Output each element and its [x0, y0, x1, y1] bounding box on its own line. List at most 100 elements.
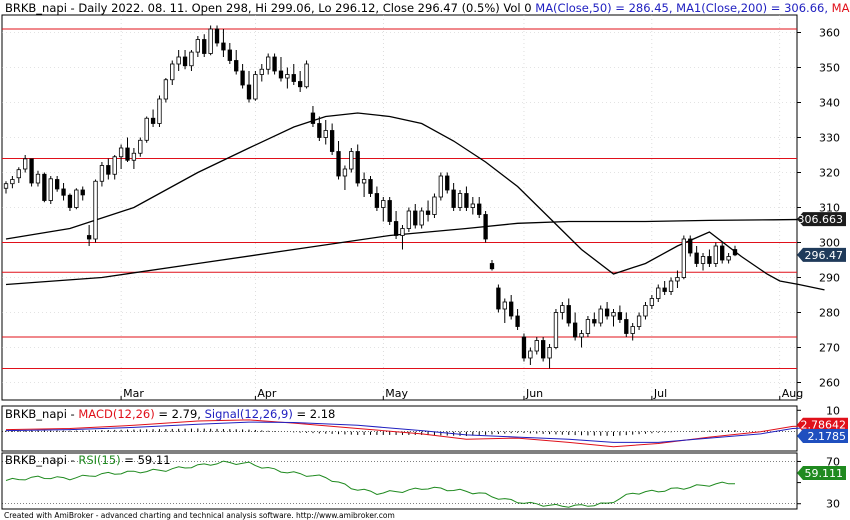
rsi-y-tick-label: 30 [826, 498, 840, 511]
candle-body [553, 312, 559, 348]
header-ma50: MA(Close,50) = 286.45, [535, 1, 676, 15]
candle-body [560, 305, 565, 313]
y-tick-label: 310 [819, 202, 840, 215]
y-tick-label: 290 [819, 272, 840, 285]
candle-body [234, 60, 239, 72]
price-header: BRKB_napi - Daily 2022. 08. 11. Open 298… [5, 1, 850, 15]
month-axis: Mar Apr May Jun Jul Aug [120, 387, 803, 400]
candle-body [656, 287, 661, 299]
macd-badge [797, 429, 848, 444]
candle-body [323, 130, 328, 138]
candle-body [688, 238, 693, 254]
candle-body [585, 319, 591, 334]
month-label: Apr [257, 387, 277, 400]
signal-header-label: Signal(12,26,9) [205, 407, 293, 421]
candle-body [61, 188, 66, 196]
candle-body [624, 319, 629, 334]
candle-body [157, 98, 162, 124]
candle-body [630, 326, 635, 334]
candle-body [726, 256, 731, 261]
candle-body [694, 252, 699, 264]
rsi-header: BRKB_napi - RSI(15) = 59.11 [5, 453, 171, 467]
candle-body [253, 74, 258, 100]
candle-body [617, 312, 623, 320]
candle-body [700, 256, 706, 264]
candle-body [297, 81, 303, 88]
candle-body [464, 193, 469, 208]
candle-body [3, 183, 9, 189]
candle-body [515, 315, 520, 327]
candle-body [74, 189, 79, 208]
candle-body [534, 340, 539, 352]
candle-body [592, 319, 597, 324]
rsi-header-prefix: BRKB_napi - [5, 453, 78, 467]
candle-body [291, 74, 296, 82]
candle-body [285, 74, 290, 79]
candle-body [393, 221, 399, 236]
moving-average-line [5, 112, 825, 291]
candles [3, 25, 738, 369]
candle-body [707, 256, 712, 264]
month-label: Mar [123, 387, 144, 400]
macd-header-value: = 2.79, [155, 407, 205, 421]
y-tick-label: 340 [819, 97, 840, 110]
candle-body [329, 130, 335, 152]
candle-body [118, 147, 124, 158]
candle-body [502, 301, 507, 310]
header-prefix: BRKB_napi - Daily 2022. 08. 11. Open 298… [5, 1, 535, 15]
candle-body [361, 179, 367, 184]
macd-badge-label: 2.1785 [808, 430, 847, 443]
candle-body [10, 179, 15, 185]
candle-body [29, 158, 34, 184]
price-y-axis: 260 270 280 290 300 310 320 330 340 350 360 [797, 27, 840, 390]
candle-body [611, 312, 616, 317]
moving-averages [5, 112, 825, 291]
candle-body [547, 347, 552, 359]
month-label: Jul [653, 387, 667, 400]
candle-body [86, 235, 92, 240]
macd-badge [797, 417, 848, 432]
candle-body [509, 301, 514, 317]
candle-body [317, 123, 322, 138]
candle-body [528, 350, 533, 359]
rsi-badge [797, 465, 846, 480]
candle-body [138, 139, 143, 154]
signal-line [5, 421, 825, 443]
rsi-line [2, 460, 797, 508]
candle-body [387, 200, 392, 222]
candle-body [355, 151, 360, 184]
price-badges: 306.663 296.47 [797, 212, 846, 262]
candle-body [662, 287, 667, 292]
price-badge [797, 212, 846, 227]
candle-body [496, 287, 501, 310]
candle-body [732, 249, 738, 256]
candle-body [240, 70, 245, 86]
header-ma200: MA1(Close,200) = 306.66, [676, 1, 832, 15]
y-tick-label: 270 [819, 342, 840, 355]
y-tick-label: 280 [819, 307, 840, 320]
candle-body [477, 203, 482, 215]
candle-body [48, 178, 53, 201]
candle-body [681, 238, 687, 278]
macd-header-label: MACD(12,26) [78, 407, 154, 421]
candle-body [598, 308, 603, 324]
rsi-y-axis: 30 70 [797, 455, 840, 511]
candle-body [195, 39, 201, 53]
footer-credit: Created with AmiBroker - advanced charti… [4, 511, 395, 520]
price-badge-label: 296.47 [805, 249, 844, 262]
y-tick-label: 300 [819, 237, 840, 250]
header-macd: MACD(12,26) [832, 1, 850, 15]
candle-body [93, 180, 98, 240]
candle-body [182, 56, 188, 67]
macd-y-tick-label: 10 [826, 404, 840, 417]
candle-body [675, 277, 680, 282]
candle-body [208, 28, 213, 54]
candle-body [131, 152, 137, 161]
candle-body [106, 165, 111, 175]
rsi-line-path [5, 460, 735, 508]
candle-body [566, 305, 571, 324]
candle-body [176, 56, 181, 65]
